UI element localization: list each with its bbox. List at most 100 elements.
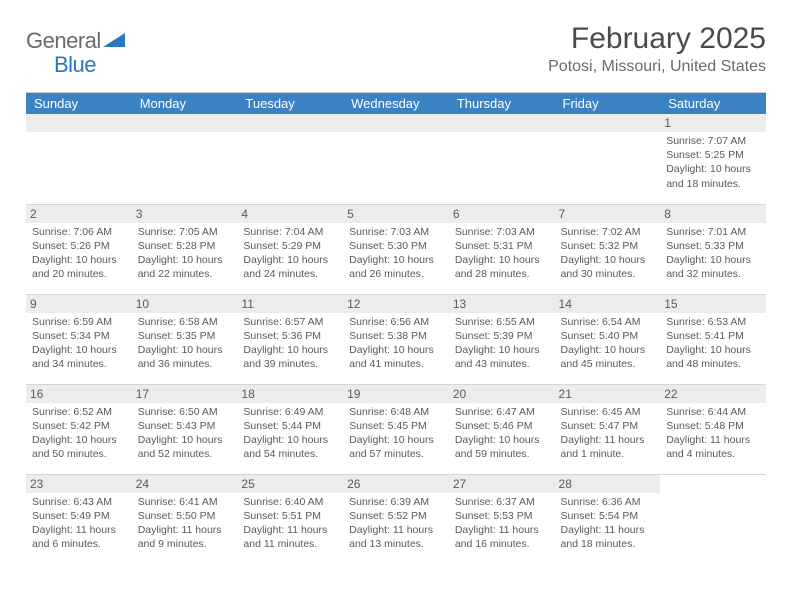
daylight-line: Daylight: 10 hours and 22 minutes. [138, 253, 232, 281]
day-details: Sunrise: 6:59 AMSunset: 5:34 PMDaylight:… [32, 315, 126, 372]
day-number: 9 [26, 295, 132, 313]
sunset-line: Sunset: 5:53 PM [455, 509, 549, 523]
day-number: 18 [237, 385, 343, 403]
day-details: Sunrise: 6:37 AMSunset: 5:53 PMDaylight:… [455, 495, 549, 552]
calendar-day-cell: 11Sunrise: 6:57 AMSunset: 5:36 PMDayligh… [237, 294, 343, 384]
daylight-line: Daylight: 10 hours and 50 minutes. [32, 433, 126, 461]
day-details: Sunrise: 6:58 AMSunset: 5:35 PMDaylight:… [138, 315, 232, 372]
weekday-header: Monday [132, 93, 238, 114]
calendar-day-cell: 21Sunrise: 6:45 AMSunset: 5:47 PMDayligh… [555, 384, 661, 474]
daylight-line: Daylight: 10 hours and 34 minutes. [32, 343, 126, 371]
calendar-day-cell: 12Sunrise: 6:56 AMSunset: 5:38 PMDayligh… [343, 294, 449, 384]
day-number: 20 [449, 385, 555, 403]
sunset-line: Sunset: 5:50 PM [138, 509, 232, 523]
empty-day-bar [237, 114, 343, 132]
calendar-day-cell [449, 114, 555, 204]
calendar-day-cell: 25Sunrise: 6:40 AMSunset: 5:51 PMDayligh… [237, 474, 343, 564]
day-details: Sunrise: 7:01 AMSunset: 5:33 PMDaylight:… [666, 225, 760, 282]
calendar-day-cell: 10Sunrise: 6:58 AMSunset: 5:35 PMDayligh… [132, 294, 238, 384]
calendar-day-cell: 2Sunrise: 7:06 AMSunset: 5:26 PMDaylight… [26, 204, 132, 294]
weekday-header: Tuesday [237, 93, 343, 114]
day-details: Sunrise: 6:39 AMSunset: 5:52 PMDaylight:… [349, 495, 443, 552]
calendar-day-cell: 22 Sunrise: 6:44 AMSunset: 5:48 PMDayligh… [660, 384, 766, 474]
daylight-line: Daylight: 11 hours and 11 minutes. [243, 523, 337, 551]
brand-text-blue: Blue [54, 52, 96, 77]
daylight-line: Daylight: 10 hours and 36 minutes. [138, 343, 232, 371]
daylight-line: Daylight: 11 hours and 18 minutes. [561, 523, 655, 551]
daylight-line: Daylight: 10 hours and 32 minutes. [666, 253, 760, 281]
calendar-day-cell: 15Sunrise: 6:53 AMSunset: 5:41 PMDayligh… [660, 294, 766, 384]
sunrise-line: Sunrise: 6:36 AM [561, 495, 655, 509]
sunset-line: Sunset: 5:47 PM [561, 419, 655, 433]
empty-day-bar [132, 114, 238, 132]
day-details: Sunrise: 6:45 AMSunset: 5:47 PMDaylight:… [561, 405, 655, 462]
calendar-week-row: 1Sunrise: 7:07 AMSunset: 5:25 PMDaylight… [26, 114, 766, 204]
daylight-line: Daylight: 10 hours and 57 minutes. [349, 433, 443, 461]
calendar-week-row: 23 Sunrise: 6:43 AMSunset: 5:49 PMDayligh… [26, 474, 766, 564]
calendar-day-cell: 20Sunrise: 6:47 AMSunset: 5:46 PMDayligh… [449, 384, 555, 474]
calendar-day-cell: 4Sunrise: 7:04 AMSunset: 5:29 PMDaylight… [237, 204, 343, 294]
day-details: Sunrise: 6:54 AMSunset: 5:40 PMDaylight:… [561, 315, 655, 372]
calendar-day-cell [132, 114, 238, 204]
calendar-day-cell [343, 114, 449, 204]
day-number: 19 [343, 385, 449, 403]
day-details: Sunrise: 6:49 AMSunset: 5:44 PMDaylight:… [243, 405, 337, 462]
sunset-line: Sunset: 5:40 PM [561, 329, 655, 343]
calendar-day-cell: 27 Sunrise: 6:37 AMSunset: 5:53 PMDayligh… [449, 474, 555, 564]
weekday-header: Sunday [26, 93, 132, 114]
day-number: 24 [132, 475, 238, 493]
month-title: February 2025 [548, 22, 766, 56]
day-details: Sunrise: 6:44 AMSunset: 5:48 PMDaylight:… [666, 405, 760, 462]
day-number: 13 [449, 295, 555, 313]
weekday-header: Saturday [660, 93, 766, 114]
sunrise-line: Sunrise: 7:04 AM [243, 225, 337, 239]
daylight-line: Daylight: 10 hours and 30 minutes. [561, 253, 655, 281]
sunrise-line: Sunrise: 6:52 AM [32, 405, 126, 419]
sunrise-line: Sunrise: 6:53 AM [666, 315, 760, 329]
brand-text-general: General [26, 28, 101, 54]
calendar-day-cell: 14 Sunrise: 6:54 AMSunset: 5:40 PMDayligh… [555, 294, 661, 384]
daylight-line: Daylight: 11 hours and 16 minutes. [455, 523, 549, 551]
day-details: Sunrise: 6:56 AMSunset: 5:38 PMDaylight:… [349, 315, 443, 372]
sunset-line: Sunset: 5:30 PM [349, 239, 443, 253]
sunset-line: Sunset: 5:39 PM [455, 329, 549, 343]
day-details: Sunrise: 6:41 AMSunset: 5:50 PMDaylight:… [138, 495, 232, 552]
day-details: Sunrise: 7:02 AMSunset: 5:32 PMDaylight:… [561, 225, 655, 282]
calendar-day-cell: 16Sunrise: 6:52 AMSunset: 5:42 PMDayligh… [26, 384, 132, 474]
calendar-day-cell [660, 474, 766, 564]
daylight-line: Daylight: 10 hours and 28 minutes. [455, 253, 549, 281]
daylight-line: Daylight: 10 hours and 52 minutes. [138, 433, 232, 461]
sunset-line: Sunset: 5:31 PM [455, 239, 549, 253]
daylight-line: Daylight: 10 hours and 41 minutes. [349, 343, 443, 371]
sunrise-line: Sunrise: 6:44 AM [666, 405, 760, 419]
sunset-line: Sunset: 5:43 PM [138, 419, 232, 433]
calendar-week-row: 16Sunrise: 6:52 AMSunset: 5:42 PMDayligh… [26, 384, 766, 474]
day-number: 23 [26, 475, 132, 493]
weekday-header-row: SundayMondayTuesdayWednesdayThursdayFrid… [26, 93, 766, 114]
sunrise-line: Sunrise: 6:48 AM [349, 405, 443, 419]
day-number: 15 [660, 295, 766, 313]
weekday-header: Thursday [449, 93, 555, 114]
day-number: 14 [555, 295, 661, 313]
sunset-line: Sunset: 5:51 PM [243, 509, 337, 523]
sunrise-line: Sunrise: 6:37 AM [455, 495, 549, 509]
day-details: Sunrise: 6:43 AMSunset: 5:49 PMDaylight:… [32, 495, 126, 552]
day-details: Sunrise: 6:55 AMSunset: 5:39 PMDaylight:… [455, 315, 549, 372]
calendar-day-cell [555, 114, 661, 204]
sunrise-line: Sunrise: 7:01 AM [666, 225, 760, 239]
day-number: 4 [237, 205, 343, 223]
daylight-line: Daylight: 10 hours and 59 minutes. [455, 433, 549, 461]
sunrise-line: Sunrise: 6:47 AM [455, 405, 549, 419]
sunset-line: Sunset: 5:35 PM [138, 329, 232, 343]
calendar-page: General February 2025 Potosi, Missouri, … [0, 0, 792, 574]
day-number: 16 [26, 385, 132, 403]
sunset-line: Sunset: 5:26 PM [32, 239, 126, 253]
day-number: 27 [449, 475, 555, 493]
daylight-line: Daylight: 10 hours and 39 minutes. [243, 343, 337, 371]
daylight-line: Daylight: 10 hours and 26 minutes. [349, 253, 443, 281]
day-number: 7 [555, 205, 661, 223]
sunrise-line: Sunrise: 6:43 AM [32, 495, 126, 509]
sunrise-line: Sunrise: 6:55 AM [455, 315, 549, 329]
daylight-line: Daylight: 10 hours and 48 minutes. [666, 343, 760, 371]
day-number: 22 [660, 385, 766, 403]
